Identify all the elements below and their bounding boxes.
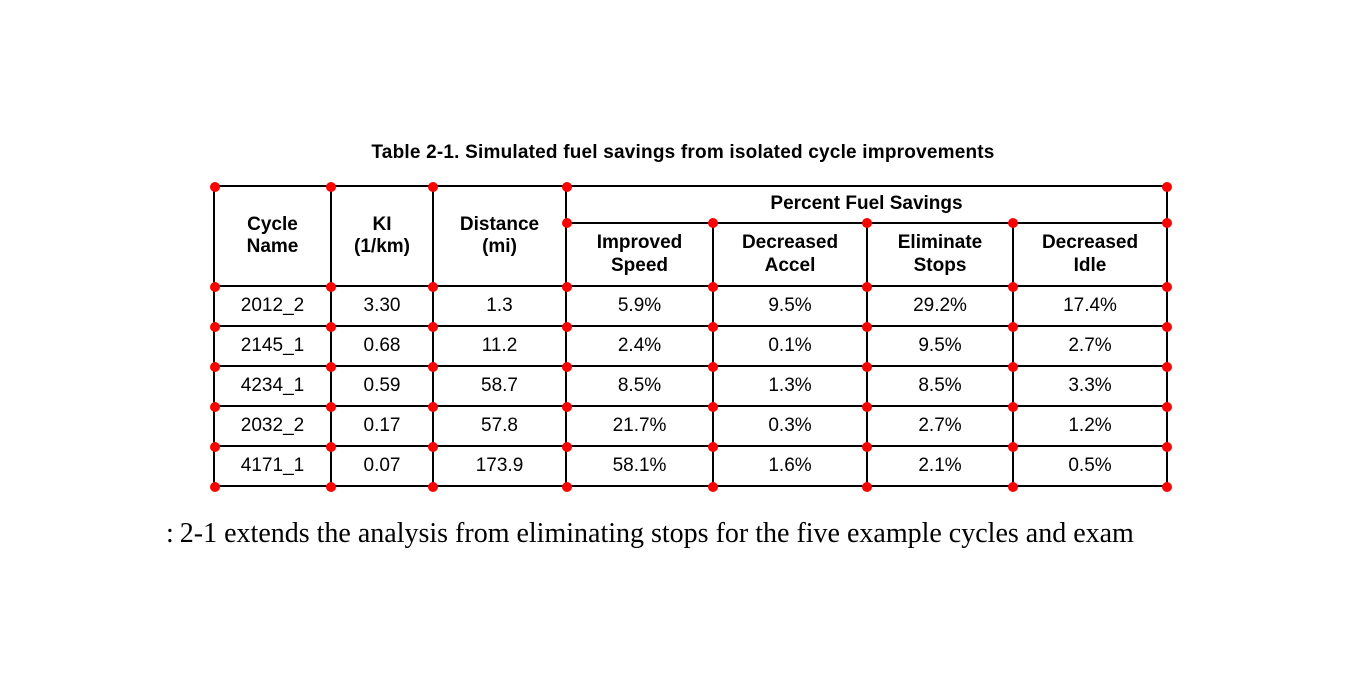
cell-improved-speed: 5.9% (565, 285, 714, 327)
cell-improved-speed: 58.1% (565, 445, 714, 487)
cell-improved-speed: 21.7% (565, 405, 714, 447)
cell-distance: 58.7 (432, 365, 567, 407)
header-distance: Distance (mi) (432, 185, 567, 287)
cell-decreased-idle: 3.3% (1012, 365, 1168, 407)
cell-improved-speed: 8.5% (565, 365, 714, 407)
cell-eliminate-stops: 8.5% (866, 365, 1014, 407)
cell-ki: 0.59 (330, 365, 434, 407)
cell-cycle-name: 4171_1 (213, 445, 332, 487)
header-improved-speed: Improved Speed (565, 222, 714, 287)
paragraph: 2-1 extends the analysis from eliminatin… (179, 518, 1134, 549)
table-container: Cycle Name KI (1/km) Distance (mi) Perce… (210, 182, 1172, 492)
clipped-character: : (166, 518, 174, 549)
cell-cycle-name: 4234_1 (213, 365, 332, 407)
table-row: 2145_1 0.68 11.2 2.4% 0.1% 9.5% 2.7% (213, 325, 1168, 367)
header-row-group: Cycle Name KI (1/km) Distance (mi) Perce… (213, 185, 1168, 287)
cell-cycle-name: 2012_2 (213, 285, 332, 327)
cell-distance: 57.8 (432, 405, 567, 447)
cell-decreased-accel: 0.1% (712, 325, 868, 367)
cell-decreased-accel: 1.6% (712, 445, 868, 487)
header-decreased-accel: Decreased Accel (712, 222, 868, 287)
cell-distance: 11.2 (432, 325, 567, 367)
cell-improved-speed: 2.4% (565, 325, 714, 367)
cell-decreased-idle: 2.7% (1012, 325, 1168, 367)
cell-distance: 1.3 (432, 285, 567, 327)
header-percent-fuel-savings: Percent Fuel Savings (565, 185, 1168, 224)
cell-eliminate-stops: 29.2% (866, 285, 1014, 327)
table-caption: Table 2-1. Simulated fuel savings from i… (371, 142, 995, 163)
cell-eliminate-stops: 9.5% (866, 325, 1014, 367)
cell-ki: 0.17 (330, 405, 434, 447)
table-row: 2032_2 0.17 57.8 21.7% 0.3% 2.7% 1.2% (213, 405, 1168, 447)
cell-cycle-name: 2032_2 (213, 405, 332, 447)
table-row: 4171_1 0.07 173.9 58.1% 1.6% 2.1% 0.5% (213, 445, 1168, 487)
cell-ki: 0.68 (330, 325, 434, 367)
header-decreased-idle: Decreased Idle (1012, 222, 1168, 287)
cell-cycle-name: 2145_1 (213, 325, 332, 367)
paragraph-text: :2-1 extends the analysis from eliminati… (166, 518, 1134, 550)
cell-ki: 0.07 (330, 445, 434, 487)
header-ki: KI (1/km) (330, 185, 434, 287)
cell-decreased-accel: 0.3% (712, 405, 868, 447)
cell-ki: 3.30 (330, 285, 434, 327)
cell-decreased-idle: 0.5% (1012, 445, 1168, 487)
cell-distance: 173.9 (432, 445, 567, 487)
table-row: 4234_1 0.59 58.7 8.5% 1.3% 8.5% 3.3% (213, 365, 1168, 407)
header-eliminate-stops: Eliminate Stops (866, 222, 1014, 287)
cell-decreased-idle: 17.4% (1012, 285, 1168, 327)
cell-decreased-accel: 1.3% (712, 365, 868, 407)
fuel-savings-table: Cycle Name KI (1/km) Distance (mi) Perce… (213, 185, 1168, 487)
cell-decreased-idle: 1.2% (1012, 405, 1168, 447)
cell-eliminate-stops: 2.7% (866, 405, 1014, 447)
table-row: 2012_2 3.30 1.3 5.9% 9.5% 29.2% 17.4% (213, 285, 1168, 327)
cell-decreased-accel: 9.5% (712, 285, 868, 327)
header-row-sub: Improved Speed Decreased Accel Eliminate… (214, 222, 1168, 287)
cell-eliminate-stops: 2.1% (866, 445, 1014, 487)
header-cycle-name: Cycle Name (213, 185, 332, 287)
